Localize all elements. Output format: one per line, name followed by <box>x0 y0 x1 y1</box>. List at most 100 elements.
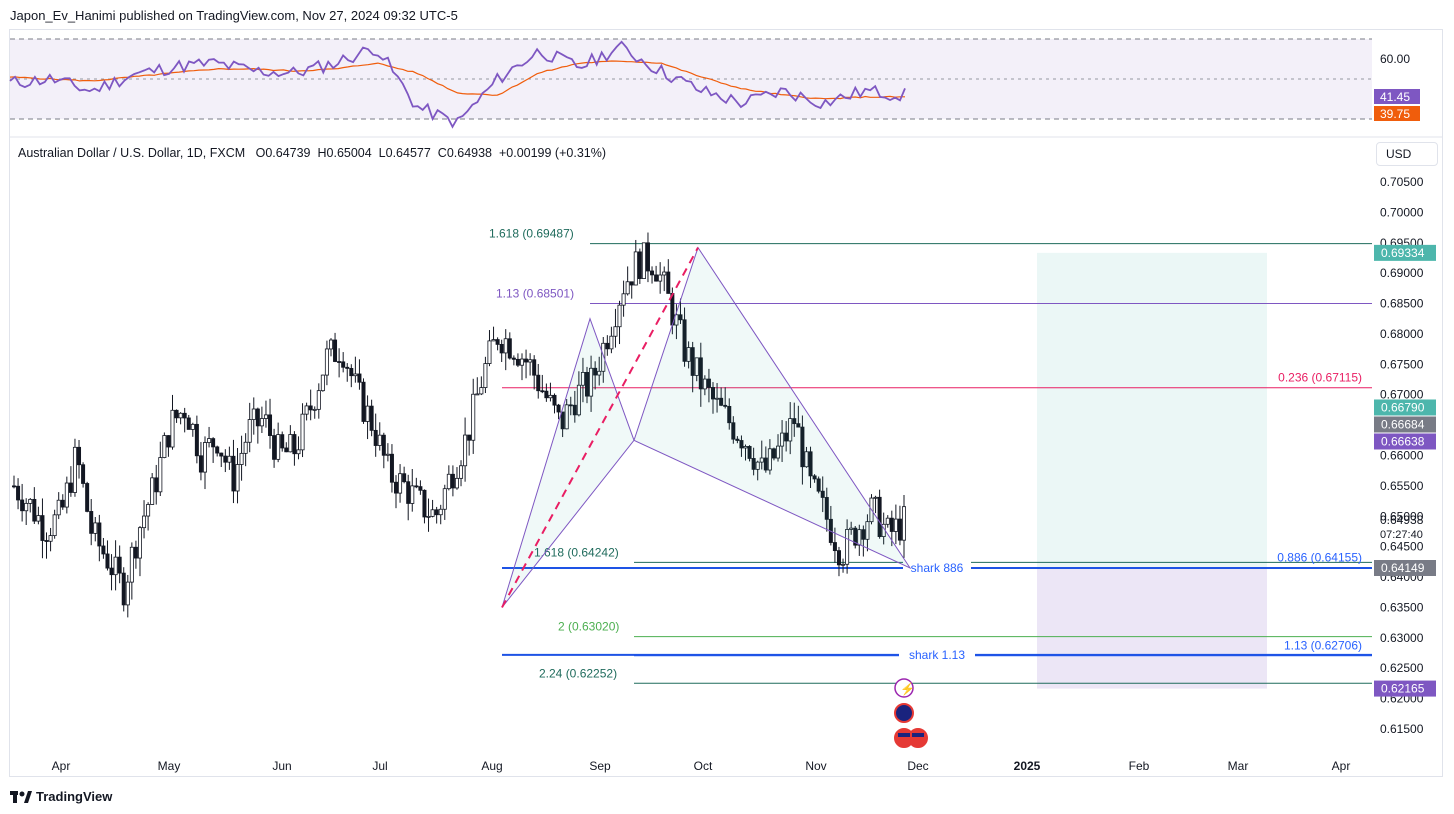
candle-body <box>524 358 529 363</box>
candle-body <box>402 473 407 483</box>
price-tick: 0.63000 <box>1380 631 1424 645</box>
au-flag-icon[interactable] <box>894 703 914 723</box>
price-tick: 0.65500 <box>1380 479 1424 493</box>
candle-body <box>568 404 573 407</box>
price-tag <box>1374 433 1436 450</box>
shark-label: shark 1.13 <box>909 648 965 662</box>
candle-body <box>487 340 492 364</box>
fib-level-label: 1.618 (0.69487) <box>489 227 574 241</box>
candle-body <box>125 581 130 606</box>
footer-brand: TradingView <box>36 789 113 804</box>
candle-body <box>81 464 86 484</box>
lightning-icon[interactable] <box>894 678 914 698</box>
candle-body <box>186 417 191 430</box>
shark-label: shark 886 <box>911 561 964 575</box>
candle-body <box>548 394 553 399</box>
candle-body <box>784 432 789 442</box>
fib-level-label: 2 (0.63020) <box>558 620 619 634</box>
candle-body <box>300 413 305 451</box>
symbol-name: Australian Dollar / U.S. Dollar, 1D, FXC… <box>18 146 246 160</box>
candle-body <box>198 455 203 473</box>
candle-body <box>658 274 663 282</box>
candle-body <box>231 455 236 492</box>
candle-body <box>77 446 82 466</box>
candle-body <box>235 464 240 492</box>
candle-body <box>845 529 850 565</box>
candle-body <box>296 449 301 455</box>
candle-body <box>816 478 821 492</box>
price-tick: 0.63500 <box>1380 600 1424 614</box>
price-tag-text: 0.64149 <box>1381 561 1425 575</box>
candle-body <box>422 489 427 518</box>
candle-body <box>580 372 585 386</box>
candle-body <box>410 485 415 504</box>
candle-body <box>93 522 98 534</box>
candle-body <box>418 486 423 491</box>
candle-body <box>820 490 825 498</box>
low-value: 0.64577 <box>385 146 431 160</box>
candle-body <box>243 441 248 454</box>
rsi-ma-value-text: 39.75 <box>1380 107 1410 121</box>
candle-body <box>715 397 720 400</box>
candle-body <box>304 405 309 415</box>
candle-body <box>483 363 488 388</box>
price-tag-text: 0.66638 <box>1381 434 1425 448</box>
candle-body <box>690 347 695 376</box>
candle-body <box>682 319 687 362</box>
xc-dashed-line[interactable] <box>501 247 699 608</box>
candle-body <box>666 271 671 294</box>
candle-body <box>511 357 516 360</box>
candle-body <box>662 271 667 276</box>
time-tick: Feb <box>1129 759 1150 773</box>
candle-body <box>585 372 590 397</box>
candle-body <box>824 497 829 520</box>
price-tag-text: 0.66790 <box>1381 400 1425 414</box>
high-value: 0.65004 <box>326 146 372 160</box>
close-value: 0.64938 <box>446 146 492 160</box>
time-tick: Oct <box>694 759 713 773</box>
candle-body <box>60 499 65 508</box>
rsi-line <box>9 40 906 129</box>
candle-body <box>698 357 703 390</box>
candle-body <box>593 367 598 376</box>
lightning-glyph: ⚡ <box>900 682 915 696</box>
candle-body <box>268 414 273 436</box>
price-tick: 0.67000 <box>1380 388 1424 402</box>
tradingview-logo-icon <box>10 790 32 803</box>
candle-body <box>158 457 163 493</box>
time-tick: Dec <box>907 759 928 773</box>
price-tick: 0.69000 <box>1380 266 1424 280</box>
price-tag-text: 0.66684 <box>1381 417 1425 431</box>
candle-body <box>207 438 212 443</box>
chart-frame <box>9 29 1443 777</box>
candle-body <box>507 338 512 359</box>
currency-button[interactable]: USD <box>1376 142 1438 166</box>
price-tick: 0.70000 <box>1380 205 1424 219</box>
candle-body <box>532 359 537 376</box>
price-tick: 0.70500 <box>1380 175 1424 189</box>
price-tag <box>1374 559 1436 576</box>
candle-body <box>341 361 346 368</box>
candle-body <box>678 314 683 321</box>
candle-body <box>85 483 90 512</box>
tradingview-footer[interactable]: TradingView <box>10 789 112 804</box>
candle-body <box>227 455 232 463</box>
candle-body <box>150 477 155 505</box>
time-tick: Nov <box>805 759 826 773</box>
candle-body <box>694 357 699 376</box>
rsi-pane: 60.00 41.45 39.75 <box>9 38 1420 129</box>
candle-body <box>36 515 41 522</box>
price-tag <box>1374 399 1436 416</box>
us-flag-icon-2[interactable] <box>908 728 928 748</box>
xab-triangle[interactable] <box>501 317 635 608</box>
candle-body <box>276 434 281 460</box>
price-tag <box>1374 680 1436 697</box>
candle-body <box>434 509 439 516</box>
candle-body <box>739 440 744 449</box>
bcd-triangle[interactable] <box>633 246 912 570</box>
candle-body <box>836 550 841 566</box>
fib-level-label: 2.24 (0.62252) <box>539 666 617 680</box>
candle-body <box>170 409 175 448</box>
candle-body <box>438 508 443 516</box>
